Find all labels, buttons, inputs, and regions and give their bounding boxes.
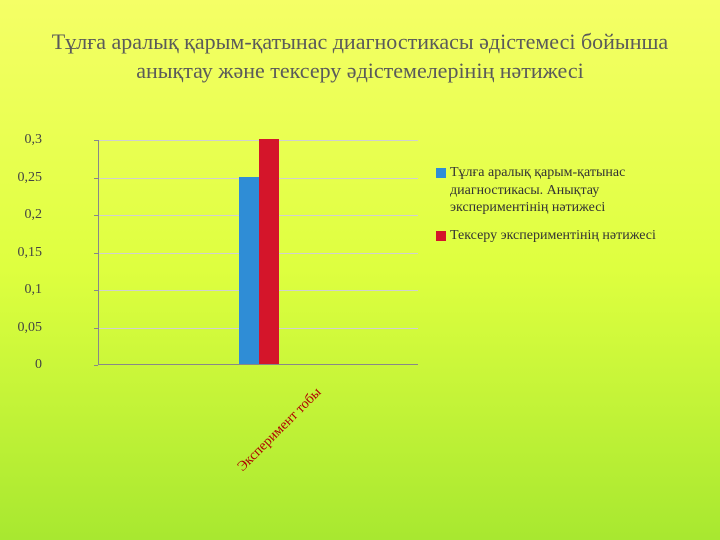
plot-area	[98, 140, 418, 365]
legend: Тұлға аралық қарым-қатынас диагностикасы…	[436, 164, 656, 254]
y-tick-label: 0,15	[2, 245, 48, 261]
page-title: Тұлға аралық қарым-қатынас диагностикасы…	[0, 0, 720, 85]
legend-text: Тұлға аралық қарым-қатынас диагностикасы…	[450, 164, 656, 217]
x-category-label: Эксперимент тобы	[235, 385, 325, 475]
legend-item: Тексеру экспериментінің нәтижесі	[436, 227, 656, 245]
y-tick-label: 0	[2, 357, 48, 373]
x-axis-label: Эксперимент тобы	[98, 375, 418, 465]
y-tick-mark	[94, 365, 98, 366]
legend-item: Тұлға аралық қарым-қатынас диагностикасы…	[436, 164, 656, 217]
legend-swatch	[436, 168, 446, 178]
y-tick-label: 0,3	[2, 132, 48, 148]
y-tick-label: 0,05	[2, 320, 48, 336]
legend-text: Тексеру экспериментінің нәтижесі	[450, 227, 656, 245]
legend-swatch	[436, 231, 446, 241]
bar-chart: 0 0,05 0,1 0,15 0,2 0,25 0,3 Эксперимент…	[48, 140, 668, 470]
y-tick-label: 0,1	[2, 282, 48, 298]
y-tick-label: 0,2	[2, 207, 48, 223]
y-tick-label: 0,25	[2, 170, 48, 186]
bar-series-2	[259, 139, 279, 364]
bar-series-1	[239, 177, 259, 365]
